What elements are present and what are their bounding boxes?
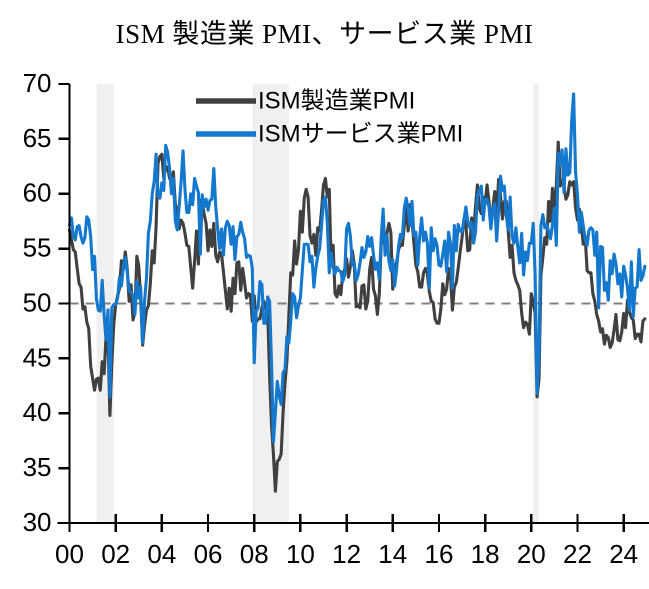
y-tick-label-35: 35 — [23, 452, 52, 482]
x-tick-label-06: 06 — [194, 539, 223, 569]
y-tick-label-40: 40 — [23, 397, 52, 427]
x-tick-label-20: 20 — [517, 539, 546, 569]
x-tick-label-04: 04 — [147, 539, 176, 569]
series-group — [67, 92, 647, 493]
x-axis-ticks: 00 02 04 06 08 10 12 14 16 18 20 22 24 — [55, 514, 638, 569]
y-tick-label-60: 60 — [23, 178, 52, 208]
series-line-services — [67, 92, 647, 444]
legend-label-1: ISMサービス業PMI — [258, 120, 463, 147]
y-tick-label-65: 65 — [23, 123, 52, 153]
x-tick-label-22: 22 — [563, 539, 592, 569]
x-tick-label-16: 16 — [424, 539, 453, 569]
legend-label-0: ISM製造業PMI — [258, 87, 415, 114]
x-tick-label-18: 18 — [471, 539, 500, 569]
x-tick-label-00: 00 — [55, 539, 84, 569]
y-tick-label-55: 55 — [23, 233, 52, 263]
x-tick-label-02: 02 — [101, 539, 130, 569]
y-tick-label-45: 45 — [23, 342, 52, 372]
x-tick-label-12: 12 — [332, 539, 361, 569]
x-tick-label-14: 14 — [378, 539, 407, 569]
axes-group — [57, 84, 649, 525]
y-axis-ticks: 30 35 40 45 50 55 60 65 70 — [23, 68, 70, 537]
x-tick-label-10: 10 — [286, 539, 315, 569]
y-tick-label-50: 50 — [23, 287, 52, 317]
y-tick-label-70: 70 — [23, 68, 52, 98]
chart-legend: ISM製造業PMI ISMサービス業PMI — [196, 87, 463, 147]
y-tick-label-30: 30 — [23, 507, 52, 537]
x-tick-label-08: 08 — [240, 539, 269, 569]
x-tick-label-24: 24 — [609, 539, 638, 569]
chart-title: ISM 製造業 PMI、サービス業 PMI — [115, 19, 534, 49]
